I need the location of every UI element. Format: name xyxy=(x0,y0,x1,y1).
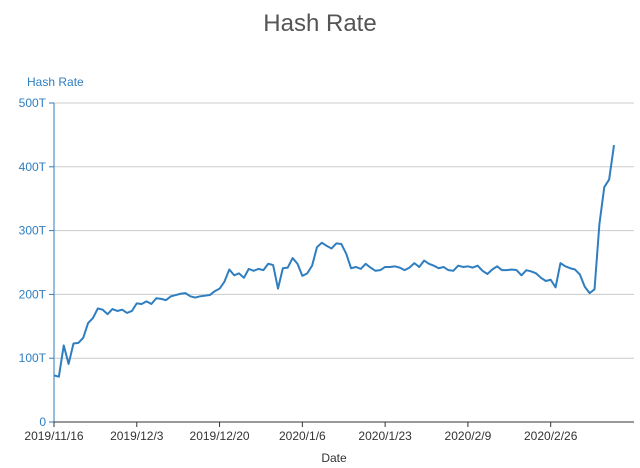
y-tick-label: 500T xyxy=(19,96,47,110)
x-tick-label: 2019/12/3 xyxy=(110,429,164,443)
y-axis-ticks: 0 100T 200T 300T 400T 500T xyxy=(19,96,54,429)
y-tick-label: 100T xyxy=(19,351,47,365)
x-tick-label: 2019/11/16 xyxy=(24,429,83,443)
x-axis-label: Date xyxy=(321,451,347,465)
x-tick-label: 2019/12/20 xyxy=(190,429,250,443)
x-tick-label: 2020/2/9 xyxy=(445,429,492,443)
x-axis-ticks: 2019/11/16 2019/12/3 2019/12/20 2020/1/6 202… xyxy=(24,422,578,443)
x-tick-label: 2020/1/6 xyxy=(279,429,326,443)
y-axis-label: Hash Rate xyxy=(27,75,84,89)
x-tick-label: 2020/2/26 xyxy=(524,429,578,443)
y-tick-label: 0 xyxy=(39,415,46,429)
chart-title: Hash Rate xyxy=(263,10,377,37)
grid-lines xyxy=(54,102,634,359)
hash-rate-series-line[interactable] xyxy=(53,144,615,378)
y-tick-label: 200T xyxy=(19,287,47,301)
y-tick-label: 400T xyxy=(19,160,47,174)
x-tick-label: 2020/1/23 xyxy=(358,429,412,443)
y-tick-label: 300T xyxy=(19,224,47,238)
